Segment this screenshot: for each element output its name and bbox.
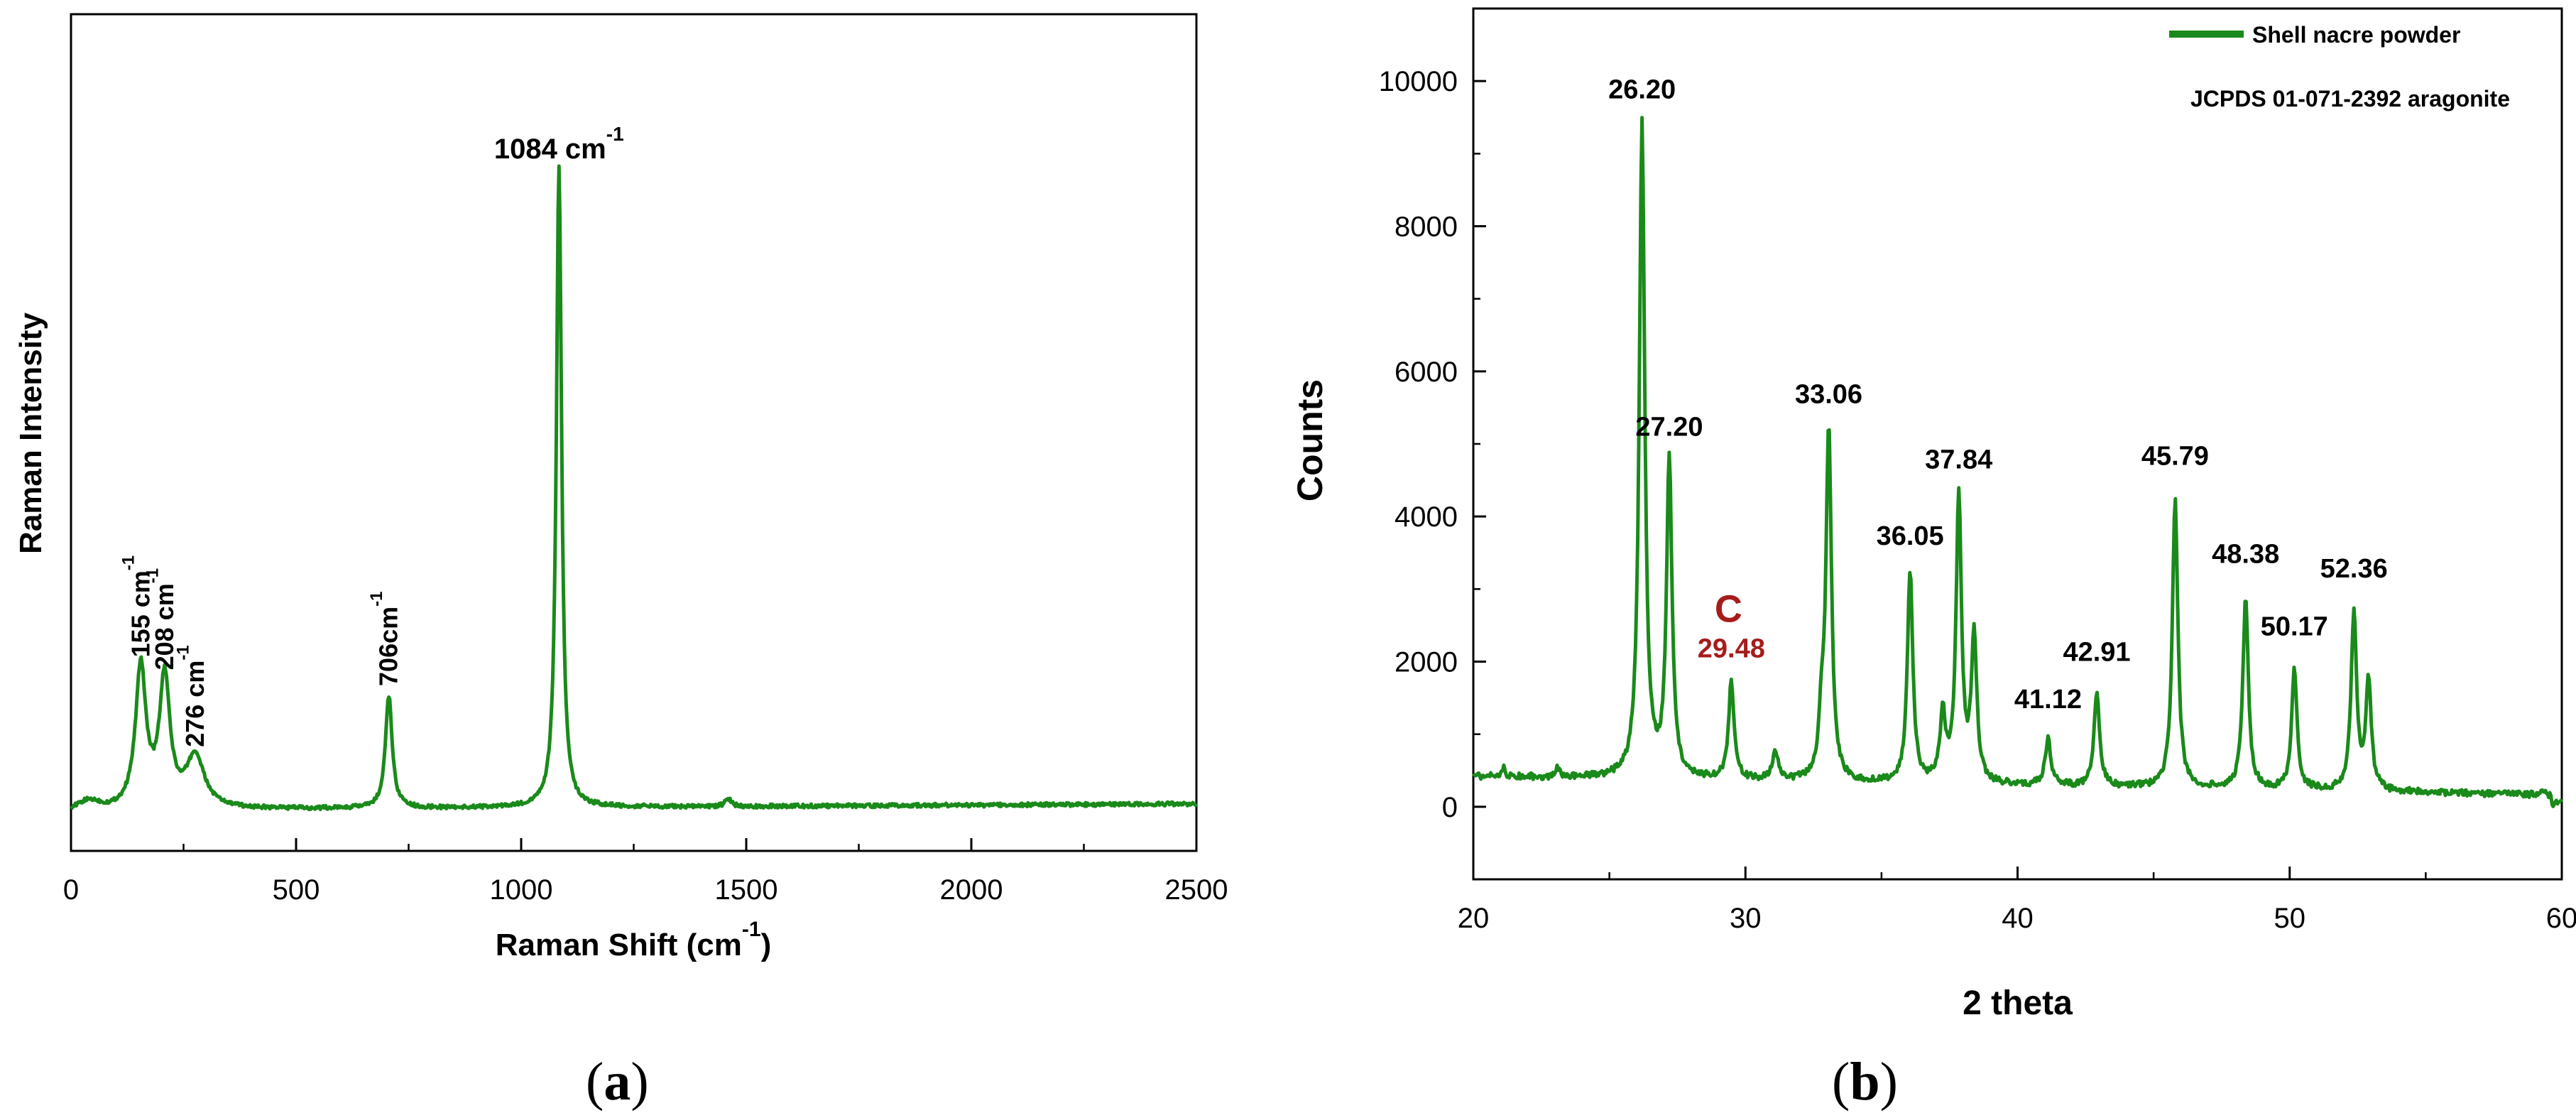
xrd-peak-label-12: 45.79 xyxy=(2141,442,2209,472)
xrd-y-tick-label-4: 8000 xyxy=(1395,212,1458,243)
xrd-y-tick-label-2: 4000 xyxy=(1395,501,1458,533)
xrd-legend-series-name: Shell nacre powder xyxy=(2252,22,2460,48)
xrd-peak-label-13: 48.38 xyxy=(2212,539,2279,569)
xrd-y-tick-label-1: 2000 xyxy=(1395,647,1458,678)
xrd-legend: Shell nacre powder JCPDS 01-071-2392 arag… xyxy=(2169,22,2510,112)
raman-series-line xyxy=(70,164,1198,812)
raman-x-tick-label-5: 2500 xyxy=(1165,874,1228,906)
raman-x-tick-label-0: 0 xyxy=(63,874,79,906)
caption-a: (a) xyxy=(586,1052,649,1112)
xrd-x-tick-label-0: 20 xyxy=(1458,903,1490,934)
raman-x-tick-label-2: 1000 xyxy=(490,874,553,906)
raman-peak-label-1: 208 cm-1 xyxy=(143,568,179,670)
xrd-x-tick-label-3: 50 xyxy=(2274,903,2306,934)
xrd-peak-label-0: 26.20 xyxy=(1608,75,1676,105)
xrd-peak-label-5: 33.06 xyxy=(1795,380,1862,410)
xrd-y-tick-label-0: 0 xyxy=(1442,792,1458,823)
caption-b-letter: b xyxy=(1850,1052,1880,1112)
xrd-peak-label-6: 36.05 xyxy=(1877,521,1944,551)
xrd-peak-label-14: 50.17 xyxy=(2261,612,2328,642)
xrd-x-tick-label-1: 30 xyxy=(1730,903,1762,934)
xrd-y-axis-label: Counts xyxy=(1290,379,1330,501)
caption-b: (b) xyxy=(1832,1052,1898,1112)
raman-y-axis-label: Raman Intensity xyxy=(13,313,48,554)
raman-peak-label-3: 706cm-1 xyxy=(367,592,403,686)
xrd-x-axis-label: 2 theta xyxy=(1963,984,2073,1022)
xrd-x-tick-label-2: 40 xyxy=(2002,903,2034,934)
raman-plot-frame xyxy=(70,13,1198,852)
xrd-peak-label-2: 29.48 xyxy=(1698,634,1765,663)
xrd-chart: 20 30 40 50 60 0 2000 4000 6000 8000 10000 2 theta C… xyxy=(1290,7,2576,1022)
xrd-plot-frame xyxy=(1472,7,2563,881)
raman-peak-label-4: 1084 cm-1 xyxy=(494,123,624,165)
raman-x-tick-label-4: 2000 xyxy=(940,874,1003,906)
xrd-peak-label-1: 27.20 xyxy=(1635,413,1703,443)
xrd-y-tick-label-3: 6000 xyxy=(1395,357,1458,388)
raman-x-tick-label-3: 1500 xyxy=(715,874,778,906)
caption-a-letter: a xyxy=(604,1052,631,1112)
raman-peak-label-2: 276 cm-1 xyxy=(173,645,209,746)
xrd-peak-label-10: 41.12 xyxy=(2014,685,2082,715)
xrd-peak-label-8: 37.84 xyxy=(1925,445,1992,475)
xrd-peak-label-11: 42.91 xyxy=(2063,637,2130,667)
xrd-annotation-c: C xyxy=(1715,587,1742,630)
xrd-series-line xyxy=(1472,116,2564,808)
raman-x-axis-label: Raman Shift (cm-1) xyxy=(496,918,772,962)
xrd-legend-note: JCPDS 01-071-2392 aragonite xyxy=(2190,86,2510,112)
xrd-peak-label-15: 52.36 xyxy=(2320,554,2388,584)
xrd-x-tick-label-4: 60 xyxy=(2546,903,2576,934)
raman-x-tick-label-1: 500 xyxy=(273,874,320,906)
raman-peak-label-0: 155 cm-1 xyxy=(119,555,155,657)
raman-chart: 0 500 1000 1500 2000 2500 Raman Shift (cm-1) Ra… xyxy=(13,13,1228,962)
xrd-y-tick-label-5: 10000 xyxy=(1379,66,1458,97)
